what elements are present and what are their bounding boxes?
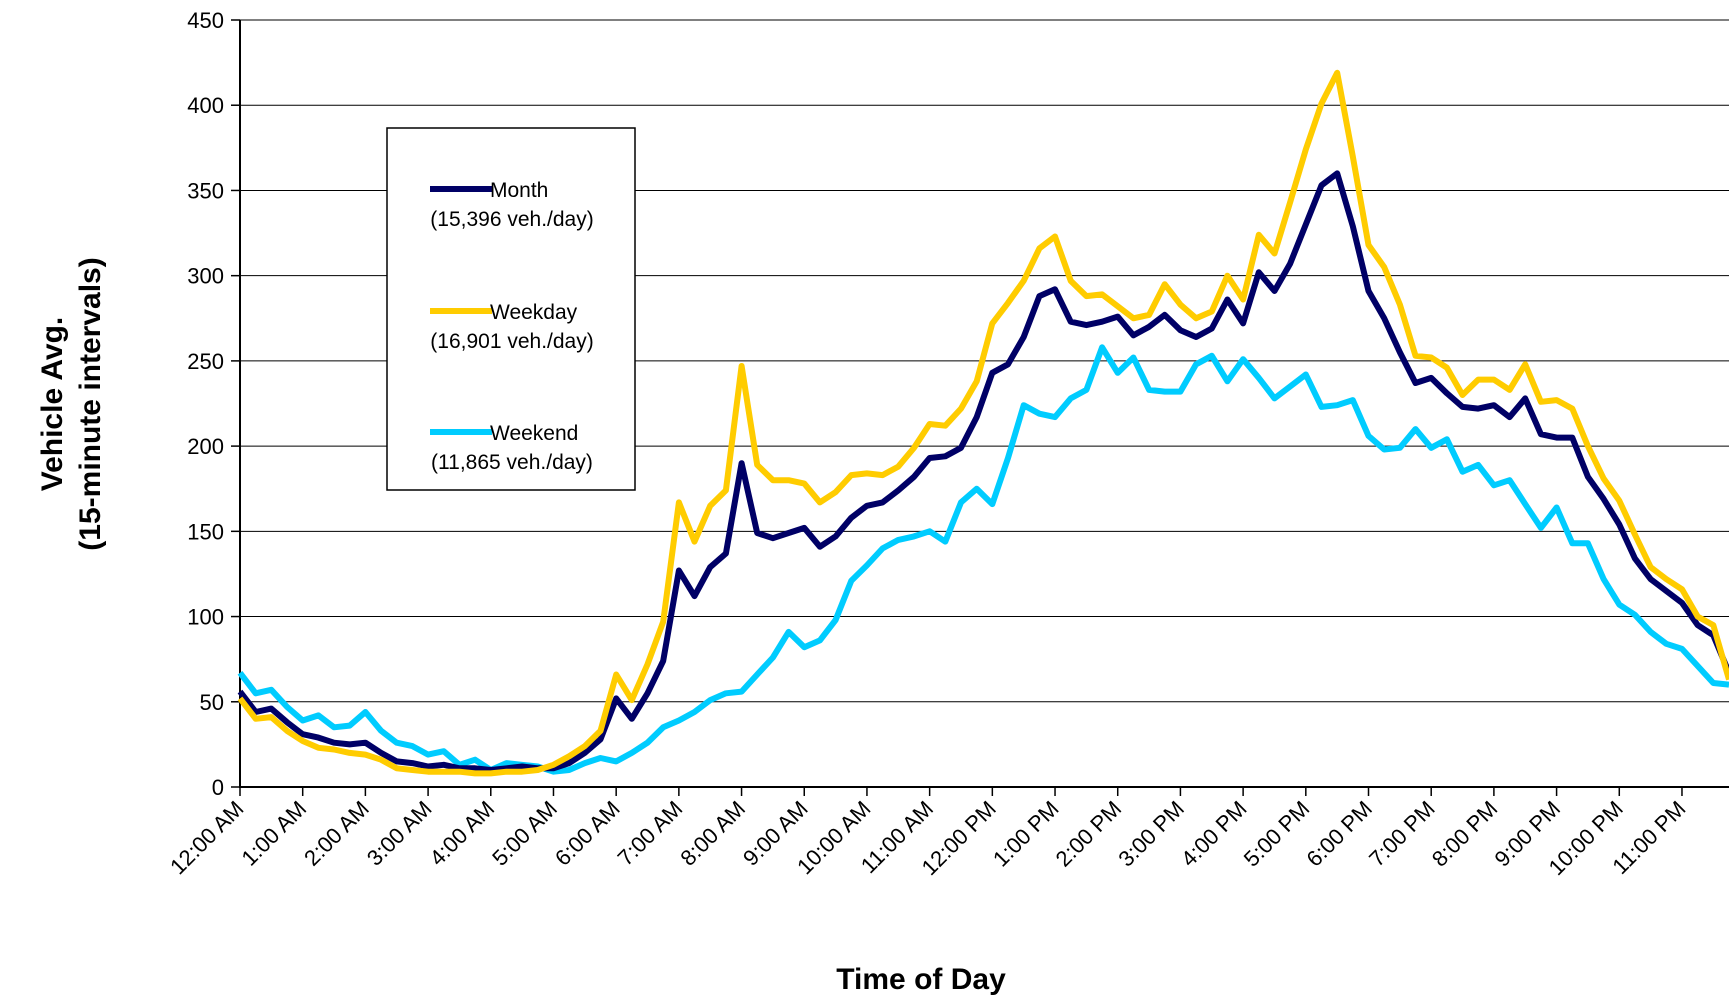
y-tick-label: 400	[187, 93, 224, 118]
x-tick-label: 2:00 AM	[299, 796, 374, 871]
legend-label-weekday: Weekday	[490, 301, 578, 324]
y-tick-label: 250	[187, 349, 224, 374]
x-tick-label: 1:00 AM	[236, 796, 311, 871]
x-tick-label: 2:00 PM	[1051, 796, 1127, 872]
x-tick-label: 7:00 AM	[613, 796, 688, 871]
x-tick-label: 4:00 AM	[425, 796, 500, 871]
y-tick-label: 450	[187, 8, 224, 33]
y-tick-label: 50	[200, 690, 224, 715]
x-tick-label: 4:00 PM	[1176, 796, 1252, 872]
y-tick-label: 300	[187, 264, 224, 289]
y-tick-label: 200	[187, 434, 224, 459]
series-line-month	[237, 170, 1729, 773]
series-line-weekday	[237, 69, 1729, 777]
legend-sublabel-weekday: (16,901 veh./day)	[430, 330, 593, 353]
x-tick-label: 5:00 AM	[487, 796, 562, 871]
legend-sublabel-month: (15,396 veh./day)	[430, 208, 593, 231]
x-tick-label: 1:00 PM	[988, 796, 1064, 872]
x-tick-label: 5:00 PM	[1239, 796, 1315, 872]
legend	[386, 127, 636, 491]
x-tick-label: 8:00 AM	[675, 796, 750, 871]
x-axis-title: Time of Day	[836, 963, 1006, 996]
x-tick-label: 3:00 AM	[362, 796, 437, 871]
legend-sublabel-weekend: (11,865 veh./day)	[431, 451, 593, 474]
x-tick-label: 6:00 AM	[550, 796, 625, 871]
legend-label-weekend: Weekend	[490, 422, 578, 445]
x-tick-label: 6:00 PM	[1301, 796, 1377, 872]
y-axis-title-line2: (15-minute intervals)	[74, 257, 107, 550]
y-axis-title-line1: Vehicle Avg.	[36, 317, 69, 492]
y-tick-label: 100	[187, 605, 224, 630]
x-tick-label: 12:00 AM	[165, 796, 248, 879]
y-tick-label: 150	[187, 519, 224, 544]
legend-label-month: Month	[490, 179, 548, 202]
y-tick-label: 0	[212, 775, 224, 800]
y-tick-label: 350	[187, 178, 224, 203]
x-tick-label: 8:00 PM	[1427, 796, 1503, 872]
x-tick-label: 3:00 PM	[1113, 796, 1189, 872]
x-tick-label: 7:00 PM	[1364, 796, 1440, 872]
